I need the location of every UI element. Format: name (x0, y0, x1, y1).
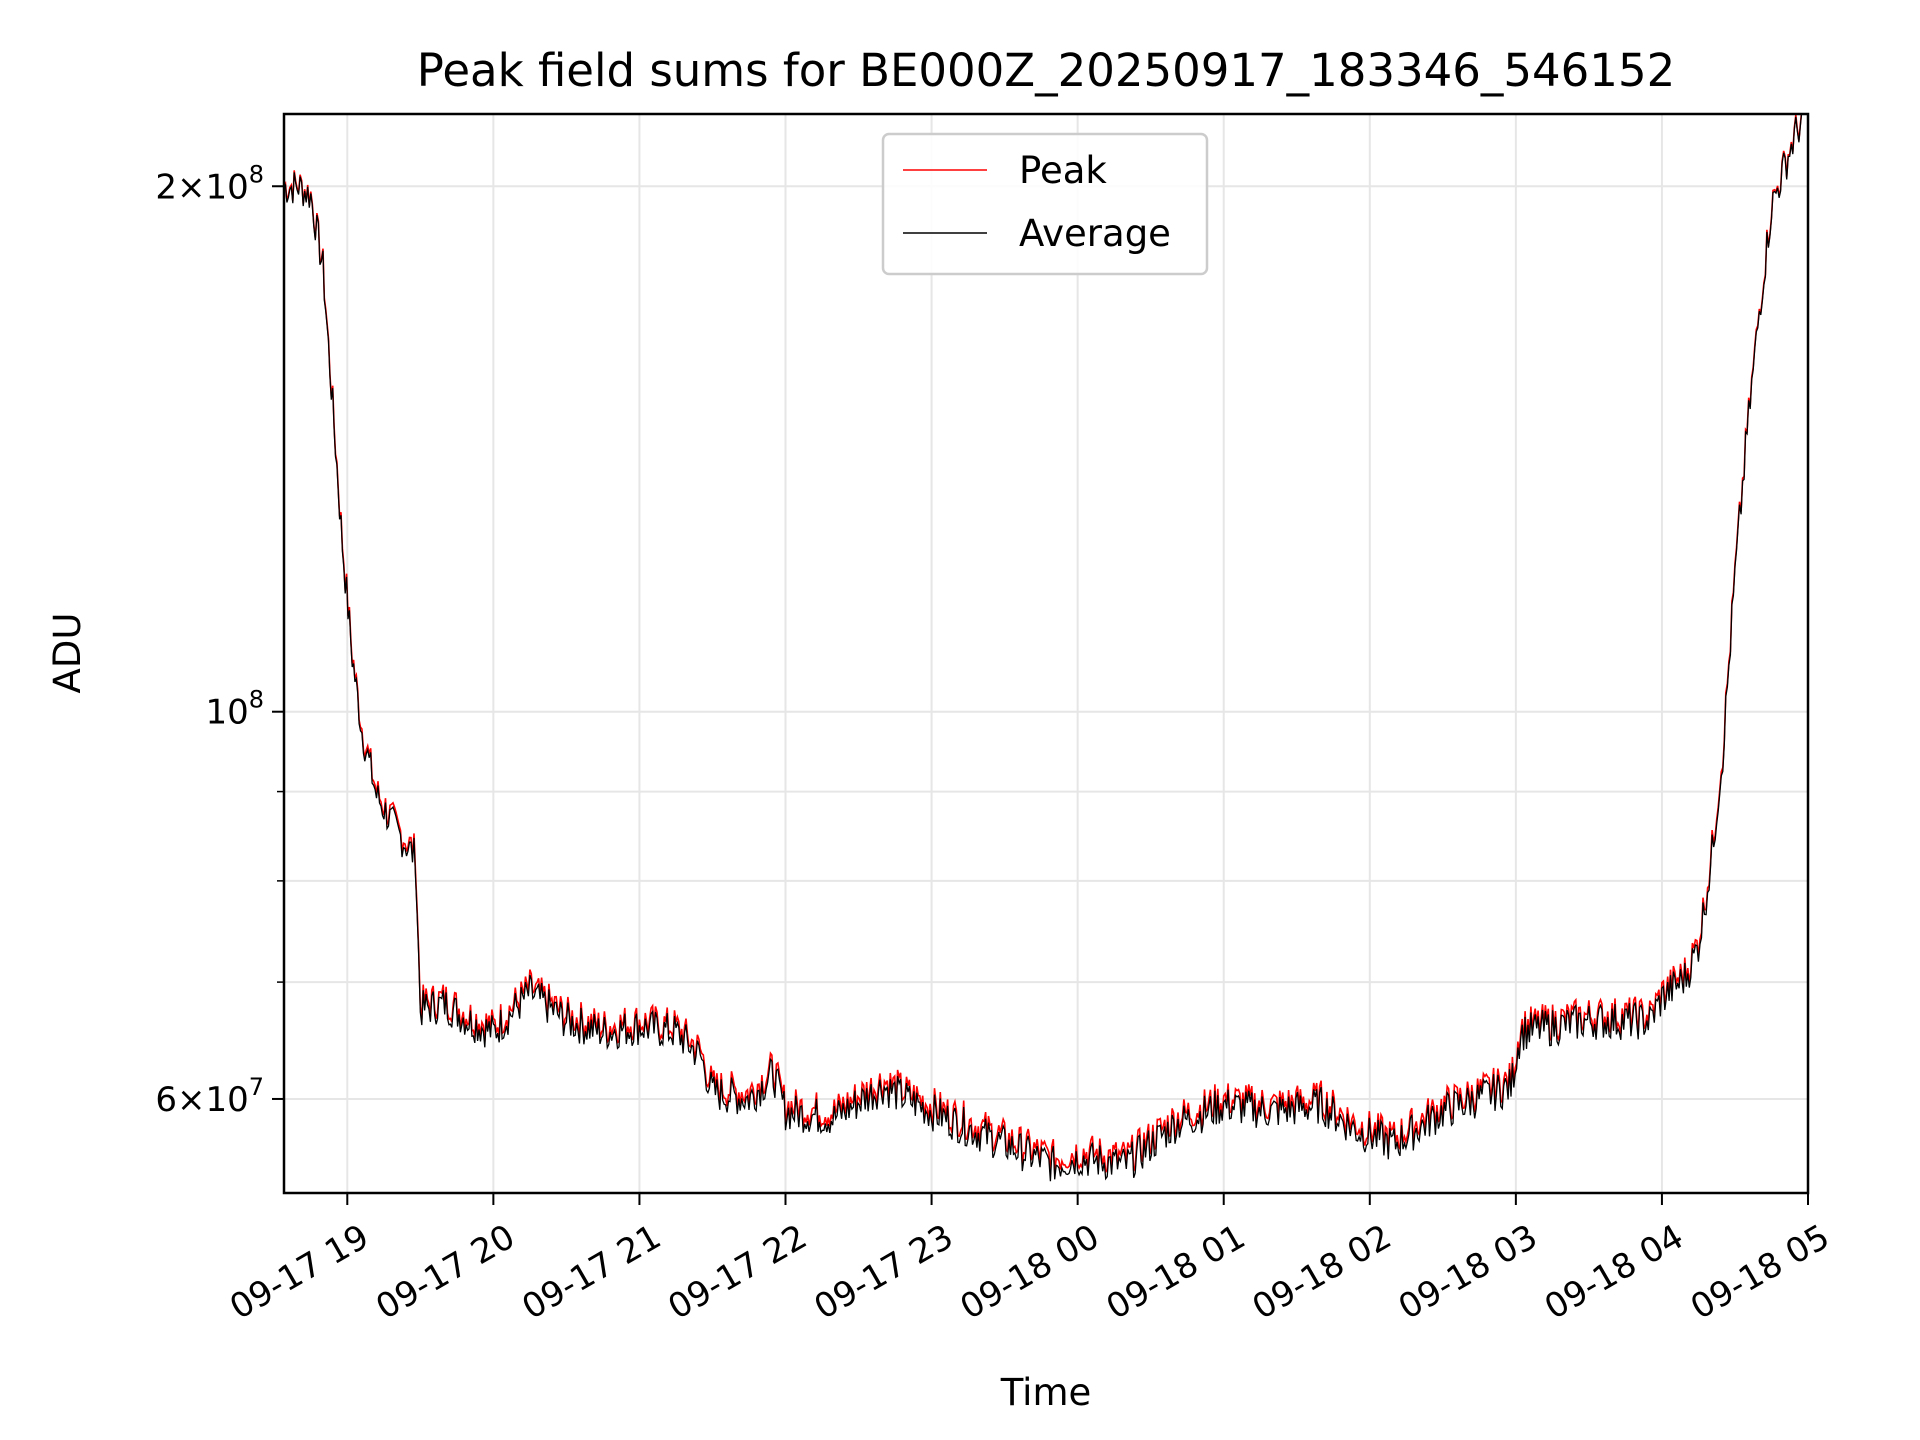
y-tick-label: 108 (205, 686, 264, 733)
y-axis: 6×107 108 2×108 (155, 160, 284, 1120)
legend-box (881, 132, 1209, 276)
legend-label-average: Average (1019, 212, 1171, 255)
plot-frame (282, 112, 1810, 1195)
y-tick-label: 2×108 (155, 160, 264, 207)
series-line-average (284, 114, 1807, 1182)
chart-title: Peak field sums for BE000Z_20250917_1833… (417, 44, 1675, 97)
series-group (284, 114, 1807, 1182)
legend: Peak Average (881, 132, 1209, 276)
x-axis-label: Time (1000, 1371, 1092, 1414)
y-tick-label: 6×107 (155, 1073, 264, 1120)
legend-label-peak: Peak (1019, 149, 1107, 192)
y-axis-label: ADU (46, 613, 89, 694)
